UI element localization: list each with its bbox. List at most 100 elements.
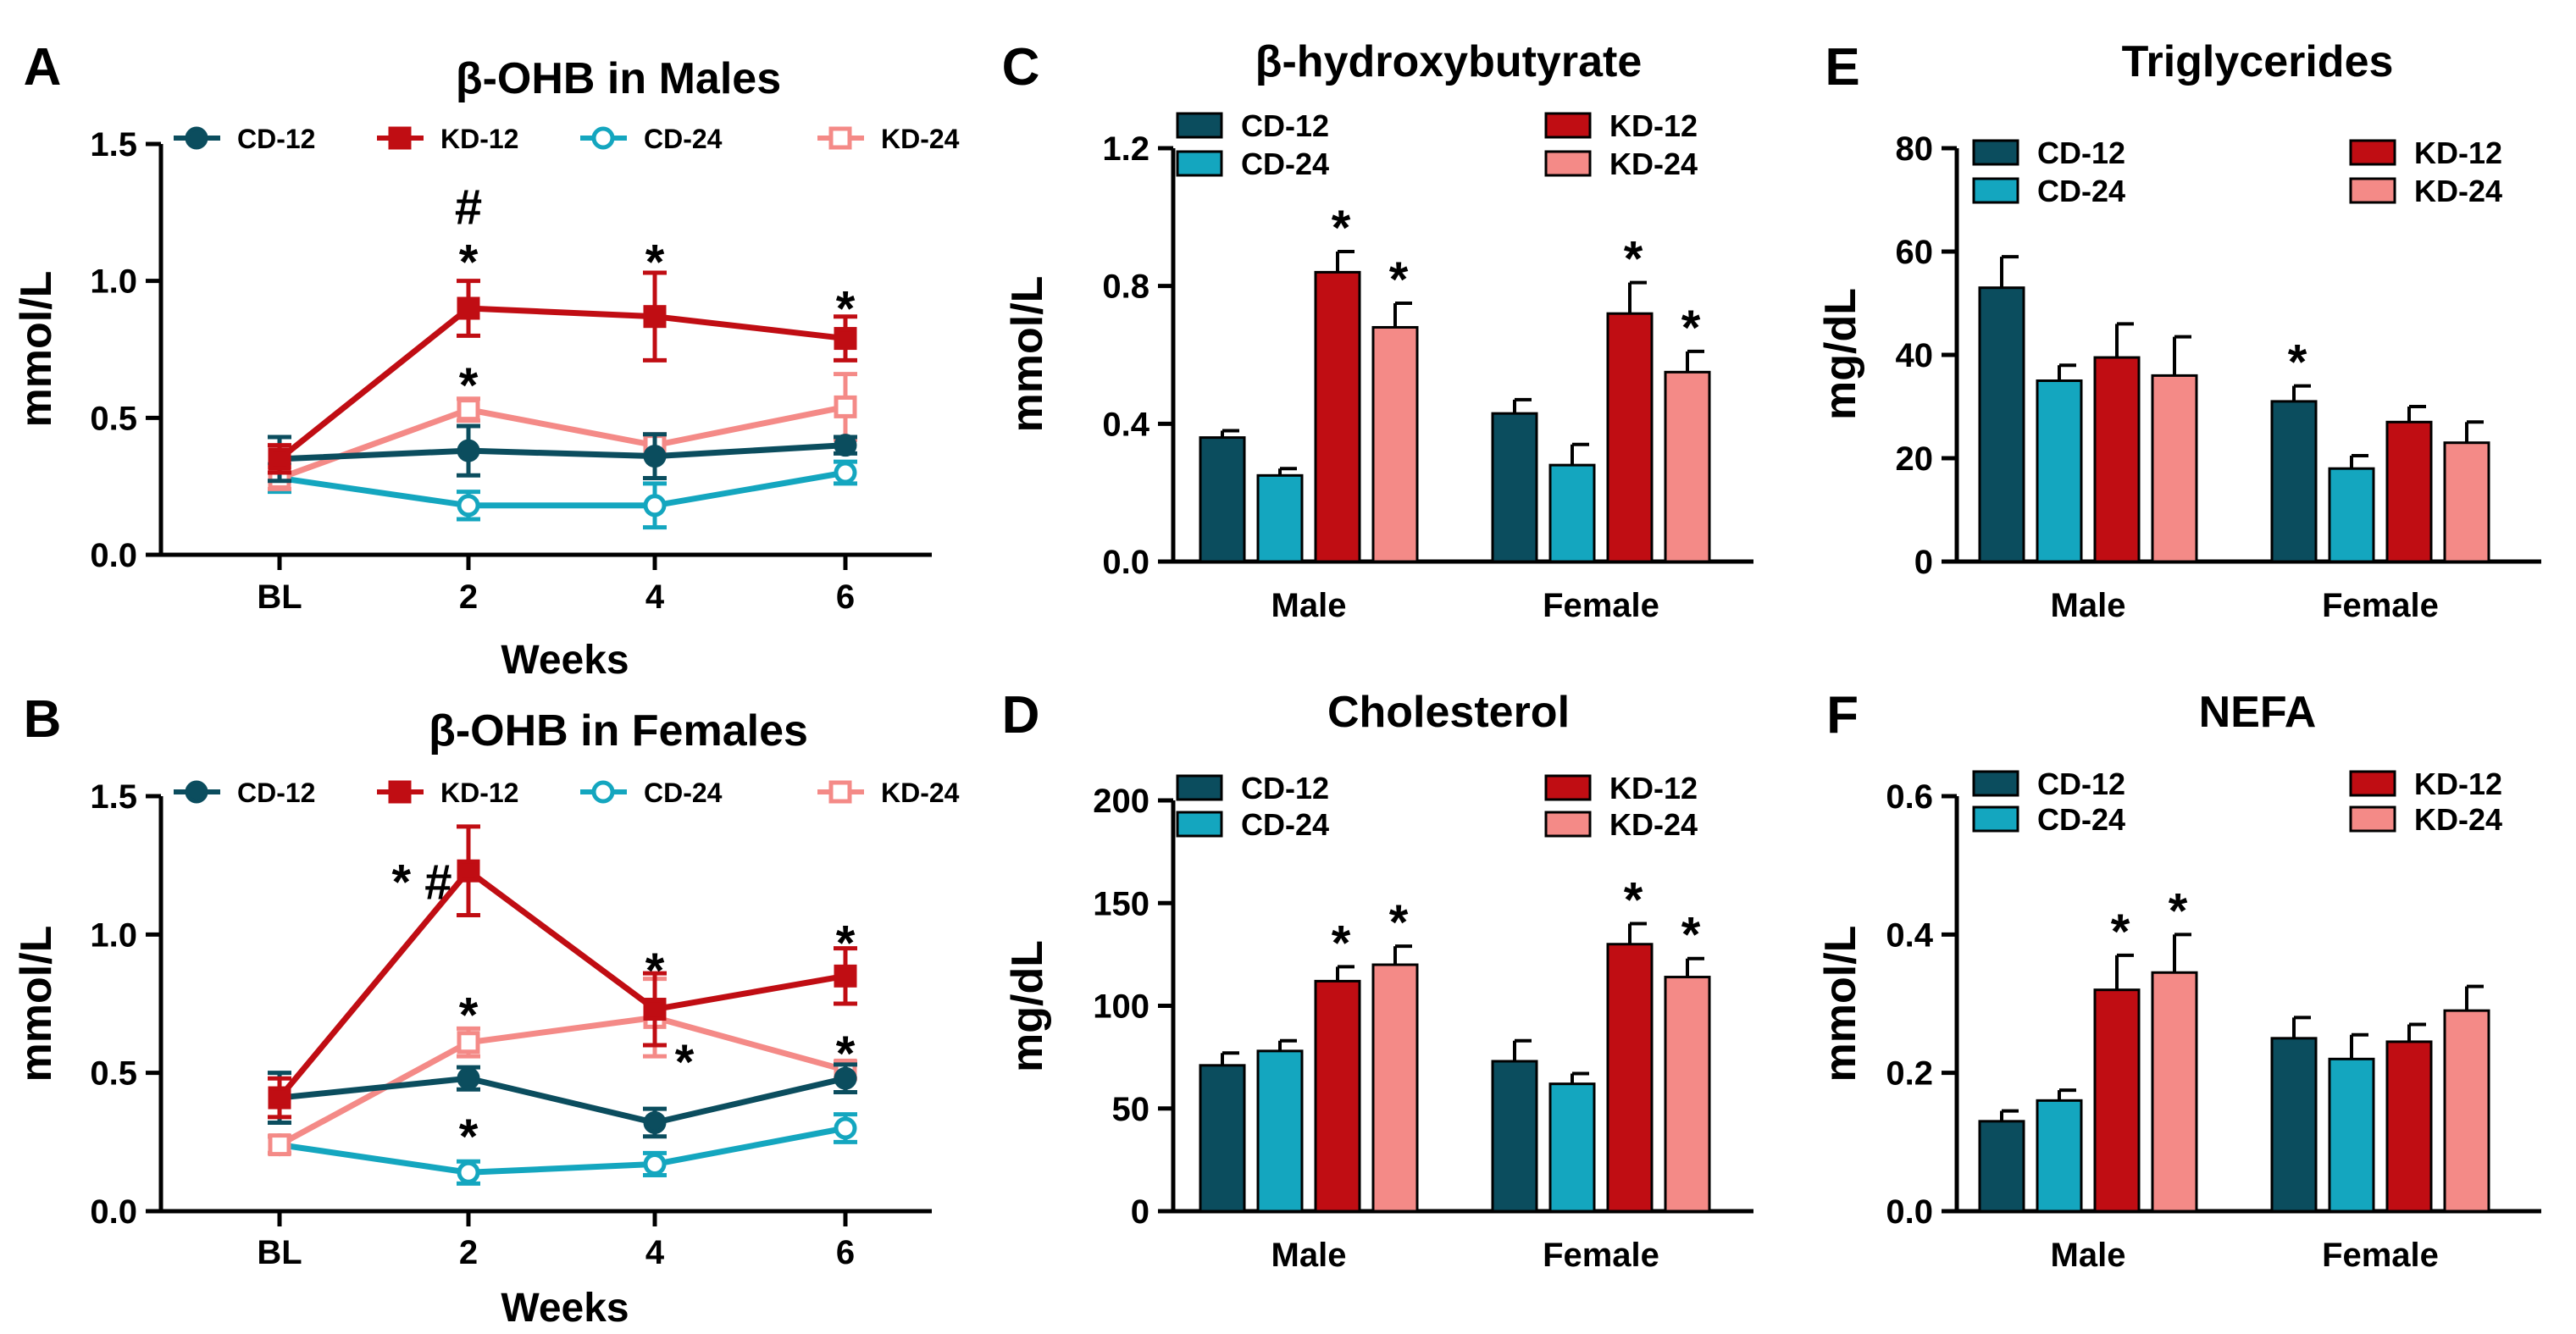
y-axis-label: mg/dL (1003, 940, 1052, 1072)
series-line (279, 1125, 846, 1176)
y-tick-label: 20 (1896, 440, 1934, 478)
data-point (643, 1152, 667, 1176)
y-tick-label: 0.8 (1102, 268, 1150, 306)
data-point (268, 1086, 291, 1110)
bar (1199, 1064, 1246, 1213)
legend-label: KD-12 (1609, 108, 1698, 143)
bar (2328, 467, 2375, 563)
bar (1371, 963, 1419, 1213)
bar (1314, 979, 1361, 1213)
y-tick-label: 1.5 (90, 778, 137, 816)
x-tick-label: 4 (645, 578, 665, 616)
significance-mark: * (2288, 335, 2307, 390)
bar (2270, 1037, 2318, 1213)
series-line (278, 1014, 846, 1148)
legend-swatch (1544, 774, 1592, 801)
y-tick-label: 0.0 (1102, 544, 1150, 581)
data-point (643, 305, 667, 329)
series-line (277, 866, 846, 1100)
legend-label: CD-24 (2037, 174, 2125, 208)
data-point (643, 998, 667, 1021)
significance-mark: * (1332, 201, 1351, 256)
y-tick-label: 1.2 (1102, 130, 1150, 168)
data-point (643, 494, 667, 518)
legend-marker (185, 126, 208, 150)
bar (2443, 441, 2490, 563)
bar (2151, 374, 2198, 563)
x-tick-label: 6 (836, 1234, 855, 1271)
legend-label: KD-24 (2414, 174, 2502, 208)
y-tick-label: 100 (1093, 988, 1150, 1026)
x-tick-label: BL (257, 1234, 302, 1271)
panel-f: F NEFA 0.0 0.2 0.4 0.6 mmol/L Male Female CD-12CD… (1816, 686, 2541, 1274)
y-tick-label: 0.0 (90, 537, 137, 574)
x-axis-label: Weeks (501, 1286, 629, 1331)
y-tick-label: 80 (1896, 130, 1934, 168)
data-point (268, 1133, 291, 1157)
x-tick-label: 2 (459, 578, 478, 616)
bar (2385, 1040, 2433, 1213)
legend-swatch (1544, 811, 1592, 838)
y-axis-label: mmol/L (12, 271, 61, 428)
data-point (643, 445, 667, 468)
legend-swatch (1176, 811, 1223, 838)
legend-label: CD-12 (2037, 767, 2125, 801)
significance-mark: * (836, 916, 856, 971)
legend-marker (828, 126, 852, 150)
legend-marker (185, 780, 208, 804)
legend-label: CD-24 (644, 778, 723, 808)
significance-mark: * (1389, 895, 1409, 950)
bar (1978, 1120, 2025, 1213)
legend-label: KD-24 (2414, 802, 2502, 837)
series-line (278, 403, 846, 481)
y-tick-label: 0 (1914, 544, 1933, 581)
legend-label: CD-24 (644, 124, 723, 154)
x-tick-label: 4 (645, 1234, 665, 1271)
significance-mark: * (459, 358, 479, 413)
data-point (457, 439, 480, 462)
legend-swatch (1176, 112, 1223, 139)
x-tick-label: Male (1271, 1237, 1347, 1274)
y-tick-label: 50 (1112, 1091, 1150, 1128)
y-axis-label: mg/dL (1816, 288, 1865, 420)
x-tick-label: Female (2322, 587, 2439, 624)
chart-title: β-hydroxybutyrate (1255, 37, 1643, 86)
panel-letter: B (24, 690, 62, 749)
chart-title: β-OHB in Females (429, 706, 808, 756)
legend-swatch (2349, 770, 2396, 797)
y-axis-label: mmol/L (12, 926, 61, 1082)
legend-label: CD-12 (2037, 136, 2125, 170)
legend-swatch (1176, 774, 1223, 801)
legend-marker (828, 780, 852, 804)
data-point (457, 494, 480, 518)
panel-e: E Triglycerides 0 20 40 60 80 mg/dL Male Female CD… (1816, 37, 2541, 624)
bar (2443, 1009, 2490, 1213)
legend-label: KD-24 (881, 778, 960, 808)
bar (2093, 356, 2141, 563)
x-tick-label: 6 (836, 578, 855, 616)
bar (1978, 286, 2025, 563)
data-point (457, 296, 480, 320)
panel-letter: F (1826, 686, 1859, 744)
x-tick-label: Female (1543, 1237, 1659, 1274)
bar (2328, 1057, 2375, 1213)
y-tick-label: 0.5 (90, 400, 137, 437)
legend-label: KD-24 (1609, 807, 1698, 842)
bar (2093, 988, 2141, 1213)
x-tick-label: 2 (459, 1234, 478, 1271)
panel-letter: E (1825, 38, 1859, 97)
bar (1199, 436, 1246, 563)
panel-letter: A (24, 38, 62, 97)
significance-mark: * (645, 235, 665, 290)
legend-label: CD-12 (1241, 108, 1329, 143)
series-line (277, 305, 846, 462)
y-tick-label: 0.4 (1102, 406, 1150, 443)
data-point (834, 327, 857, 351)
y-tick-label: 0.0 (90, 1193, 137, 1231)
chart-title: Cholesterol (1327, 688, 1570, 737)
x-tick-label: Female (1543, 587, 1659, 624)
bar (2151, 971, 2198, 1213)
bar (1664, 976, 1711, 1213)
bar (1664, 370, 1711, 563)
